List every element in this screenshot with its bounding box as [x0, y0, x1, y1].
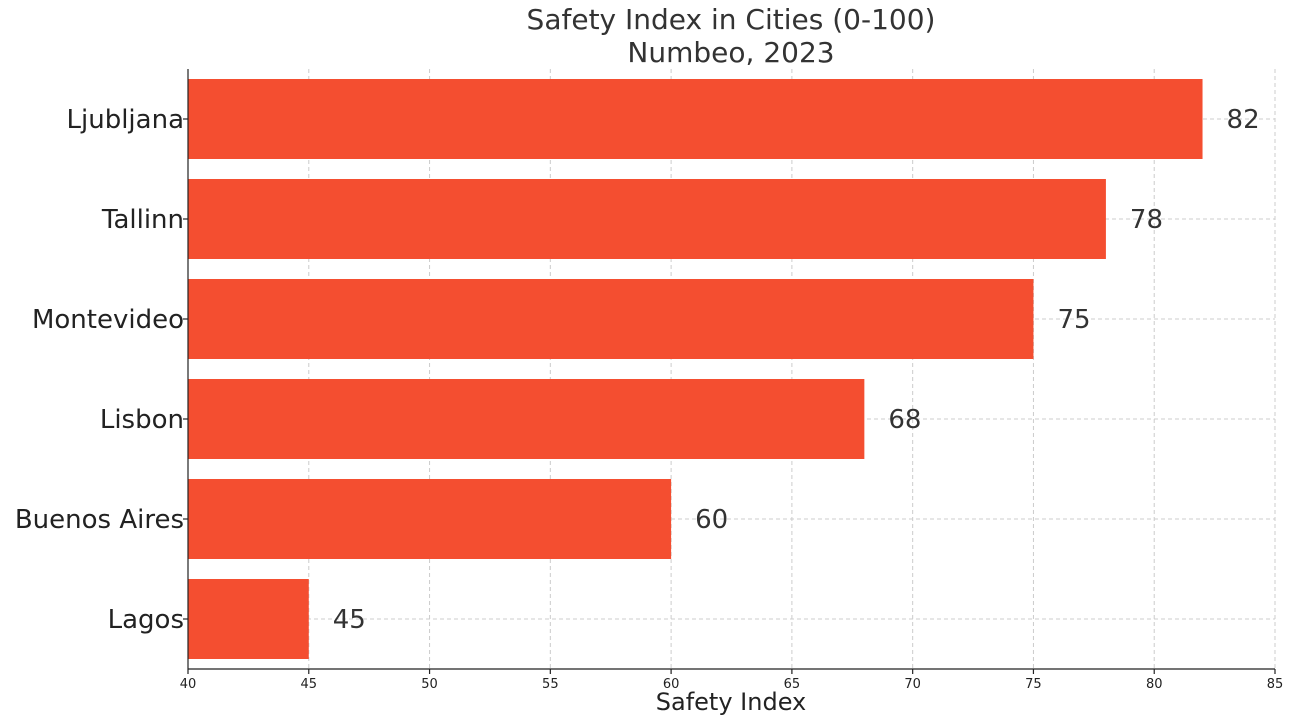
value-label: 75 — [1057, 305, 1090, 335]
chart-title: Safety Index in Cities (0-100) — [527, 3, 936, 36]
x-tick-label: 45 — [301, 677, 318, 692]
axes — [187, 69, 1275, 670]
value-label: 45 — [333, 605, 366, 635]
category-label: Lisbon — [100, 405, 184, 435]
category-label: Ljubljana — [67, 105, 184, 135]
bar — [188, 279, 1034, 359]
x-tick-label: 40 — [180, 677, 197, 692]
category-labels: Ljubljana Tallinn Montevideo Lisbon Buenos A… — [15, 105, 184, 635]
bar — [188, 479, 672, 559]
bar — [188, 179, 1106, 259]
chart-subtitle: Numbeo, 2023 — [627, 36, 834, 69]
bar — [188, 79, 1203, 159]
x-tick-label: 70 — [904, 677, 921, 692]
category-label: Lagos — [108, 605, 184, 635]
bar — [188, 579, 309, 659]
x-tick-label: 80 — [1146, 677, 1163, 692]
category-label: Montevideo — [32, 305, 184, 335]
x-tick-label: 65 — [784, 677, 801, 692]
value-labels: 82 78 75 68 60 45 — [333, 105, 1260, 635]
x-tick-label: 50 — [421, 677, 438, 692]
bars — [188, 79, 1203, 659]
value-label: 68 — [888, 405, 921, 435]
value-label: 60 — [695, 505, 728, 535]
x-tick-label: 55 — [542, 677, 559, 692]
x-tick-label: 75 — [1025, 677, 1042, 692]
category-label: Tallinn — [101, 205, 184, 235]
bar — [188, 379, 865, 459]
x-tick-label: 60 — [663, 677, 680, 692]
value-label: 78 — [1130, 205, 1163, 235]
x-tick-label: 85 — [1267, 677, 1284, 692]
category-label: Buenos Aires — [15, 505, 184, 535]
value-label: 82 — [1227, 105, 1260, 135]
x-ticks: 40 45 50 55 60 65 70 75 80 85 — [180, 118, 1284, 692]
x-axis-title: Safety Index — [656, 688, 806, 716]
